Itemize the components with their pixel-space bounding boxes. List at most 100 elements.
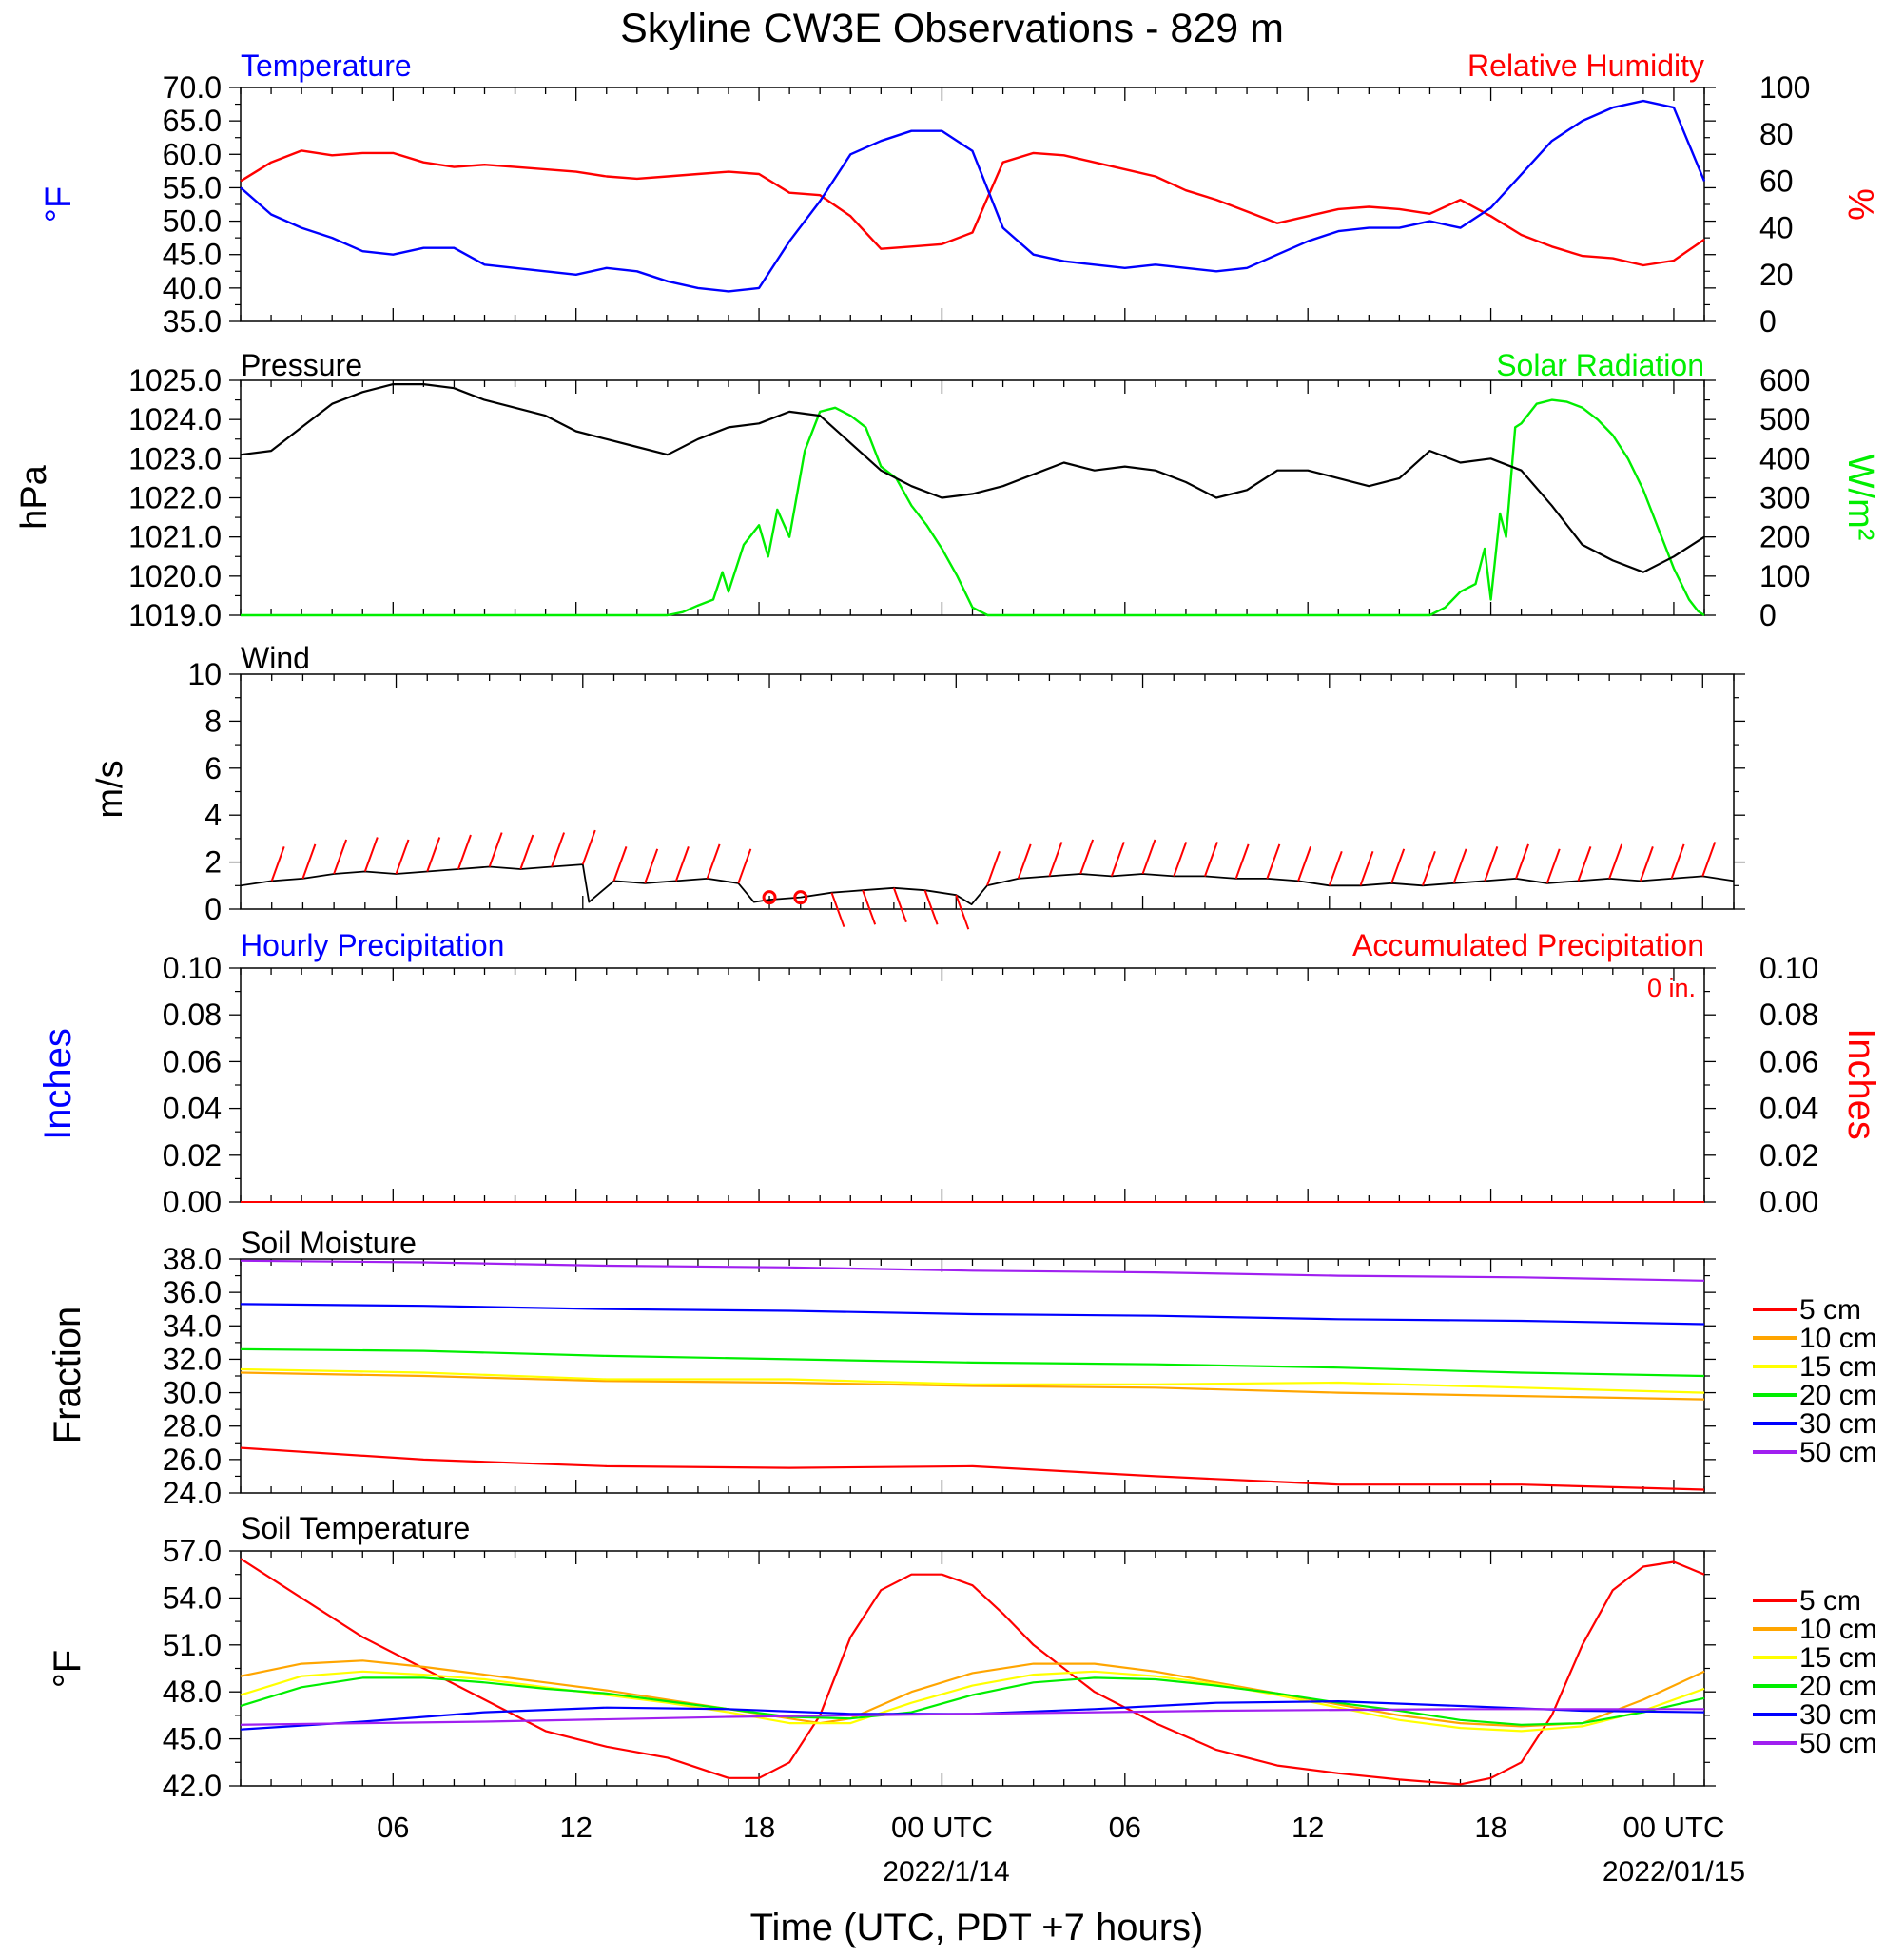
- y-tick-label: 8: [204, 704, 222, 738]
- precip-plot: [240, 967, 1705, 1203]
- x-tick-label: 12: [1292, 1811, 1324, 1844]
- x-axis-label: Time (UTC, PDT +7 hours): [750, 1907, 1204, 1948]
- date-label-2: 2022/01/15: [1603, 1856, 1745, 1888]
- wind-barb: [301, 843, 317, 880]
- soil-temp-unit: °F: [47, 1650, 88, 1688]
- accum-precip-total: 0 in.: [1647, 974, 1696, 1002]
- wind-barb: [612, 846, 628, 882]
- soil-temp-line: [240, 1708, 1704, 1726]
- y-tick-label: 0.04: [163, 1092, 222, 1126]
- y-tick-label: 51.0: [163, 1628, 222, 1662]
- y-tick-label: 45.0: [163, 238, 222, 272]
- y-tick-label: 65.0: [163, 104, 222, 138]
- x-tick-label: 06: [377, 1811, 409, 1844]
- wind-barb: [457, 834, 472, 870]
- y-tick-label: 1025.0: [128, 363, 222, 397]
- y-tick-label: 42.0: [163, 1769, 222, 1803]
- panel-precipitation: Hourly Precipitation Accumulated Precipi…: [37, 928, 1882, 1219]
- y-tick-label: 60.0: [163, 137, 222, 171]
- x-tick-label: 12: [559, 1811, 592, 1844]
- plot-frame: [240, 379, 1705, 616]
- y-tick-label: 55.0: [163, 170, 222, 204]
- y-tick-label: 0.06: [163, 1044, 222, 1078]
- wind-barb: [1266, 843, 1281, 880]
- accum-precip-axis-ticks: 0.10 0.08 0.06 0.04 0.02 0.00: [1759, 951, 1818, 1219]
- pressure-title: Pressure: [241, 348, 362, 382]
- wind-barb: [862, 889, 877, 925]
- y-tick-label: 38.0: [163, 1242, 222, 1276]
- plot-frame: [240, 967, 1705, 1203]
- wind-barb: [1359, 850, 1374, 886]
- soil-moisture-line: [240, 1371, 1705, 1401]
- humidity-title: Relative Humidity: [1467, 48, 1704, 83]
- hourly-precip-title: Hourly Precipitation: [241, 928, 504, 962]
- soil-temp-plot: [240, 1550, 1705, 1787]
- wind-barb: [1639, 846, 1654, 882]
- wind-barb: [1079, 839, 1095, 875]
- solar-unit: W/m²: [1840, 455, 1880, 541]
- y-tick-label: 0.10: [163, 951, 222, 985]
- soil-temp-line: [240, 1659, 1705, 1728]
- wind-axis-ticks: 10 8 6 4 2 0: [187, 657, 1745, 926]
- wind-barb: [955, 894, 970, 930]
- y-tick-label-right: 0.08: [1759, 998, 1818, 1032]
- legend-label: 50 cm: [1799, 1437, 1877, 1468]
- wind-barb: [395, 839, 410, 875]
- y-tick-label-right: 0.04: [1759, 1092, 1818, 1126]
- y-tick-label: 2: [204, 845, 222, 880]
- wind-speed-line: [240, 863, 1735, 905]
- wind-barb: [363, 837, 379, 872]
- legend-label: 30 cm: [1799, 1699, 1877, 1731]
- soil-moisture-axis-ticks: 38.036.034.032.030.028.026.024.0: [163, 1242, 1716, 1510]
- y-tick-label-right: 100: [1759, 559, 1810, 593]
- legend-label: 15 cm: [1799, 1642, 1877, 1674]
- y-tick-label: 4: [204, 798, 222, 832]
- x-tick-label: 18: [1474, 1811, 1506, 1844]
- date-label-1: 2022/1/14: [883, 1856, 1009, 1888]
- legend-label: 10 cm: [1799, 1323, 1877, 1354]
- wind-barb: [333, 839, 348, 875]
- legend-label: 5 cm: [1799, 1585, 1861, 1617]
- wind-title: Wind: [241, 641, 310, 675]
- wind-unit: m/s: [90, 760, 130, 818]
- soil-moisture-plot: [240, 1258, 1705, 1494]
- y-tick-label-right: 300: [1759, 481, 1810, 515]
- y-tick-label: 0.00: [163, 1185, 222, 1219]
- soil-temp-line: [240, 1670, 1705, 1733]
- y-tick-label-right: 0: [1759, 598, 1777, 632]
- legend-label: 30 cm: [1799, 1408, 1877, 1440]
- wind-barb: [1577, 846, 1592, 882]
- wind-barb: [1017, 843, 1032, 880]
- y-tick-label-right: 20: [1759, 258, 1794, 292]
- soil-moisture-title: Soil Moisture: [241, 1226, 417, 1260]
- wind-barb: [892, 887, 907, 923]
- soil-moisture-line: [240, 1303, 1705, 1326]
- panel-temp-rh: Temperature Relative Humidity °F % 70.06…: [39, 48, 1880, 339]
- wind-barb: [488, 832, 503, 867]
- y-tick-label-right: 600: [1759, 363, 1810, 397]
- wind-barb: [1110, 842, 1125, 877]
- wind-barb: [270, 846, 285, 882]
- wind-barb: [1204, 842, 1218, 877]
- y-tick-label: 1022.0: [128, 481, 222, 515]
- humidity-unit: %: [1840, 188, 1880, 221]
- humidity-line: [240, 149, 1705, 267]
- wind-barb: [1141, 839, 1156, 875]
- y-tick-label: 28.0: [163, 1409, 222, 1444]
- y-tick-label-right: 0.10: [1759, 951, 1818, 985]
- soil-temp-title: Soil Temperature: [241, 1511, 470, 1545]
- wind-barb: [581, 829, 596, 865]
- temperature-unit: °F: [39, 186, 79, 223]
- y-tick-label-right: 0: [1759, 304, 1777, 339]
- humidity-axis-ticks: 100 80 60 40 20 0: [1759, 70, 1810, 339]
- wind-barb: [986, 850, 1001, 886]
- y-tick-label-right: 100: [1759, 70, 1810, 105]
- y-tick-label: 45.0: [163, 1722, 222, 1756]
- y-tick-label: 1024.0: [128, 402, 222, 436]
- x-tick-label: 18: [743, 1811, 775, 1844]
- wind-barb: [1608, 843, 1623, 880]
- y-tick-label-right: 500: [1759, 402, 1810, 436]
- panel-wind: Wind m/s 10 8 6 4 2 0: [90, 641, 1745, 930]
